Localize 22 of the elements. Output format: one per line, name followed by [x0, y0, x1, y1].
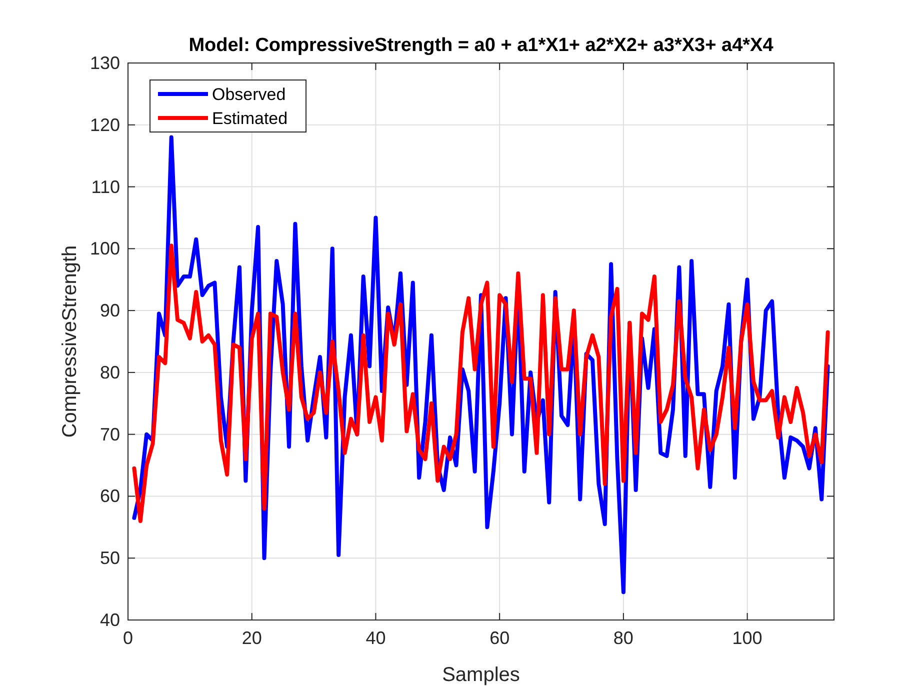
y-axis-title: CompressiveStrength: [59, 245, 81, 438]
y-tick-label: 100: [90, 238, 120, 259]
y-tick-label: 60: [100, 486, 120, 506]
y-tick-label: 90: [100, 300, 120, 321]
x-tick-label: 60: [490, 628, 510, 648]
x-tick-label: 0: [122, 628, 134, 648]
y-tick-label: 70: [100, 424, 120, 444]
x-axis-title: Samples: [442, 664, 520, 686]
chart-title: Model: CompressiveStrength = a0 + a1*X1+ a2*X2+ a3*X3+ a4*X4: [188, 35, 774, 56]
y-tick-label: 40: [100, 610, 120, 630]
x-tick-label: 80: [613, 628, 634, 648]
y-tick-label: 50: [100, 548, 120, 568]
x-tick-label: 100: [732, 628, 762, 648]
legend-label: Observed: [212, 85, 286, 104]
y-tick-label: 120: [90, 114, 120, 135]
x-tick-label: 20: [242, 628, 262, 648]
x-tick-label: 40: [366, 628, 386, 648]
y-tick-label: 110: [91, 176, 120, 197]
line-series: [132, 244, 830, 523]
y-tick-label: 80: [100, 362, 120, 382]
y-tick-label: 130: [90, 53, 120, 73]
legend-label: Estimated: [212, 109, 288, 128]
